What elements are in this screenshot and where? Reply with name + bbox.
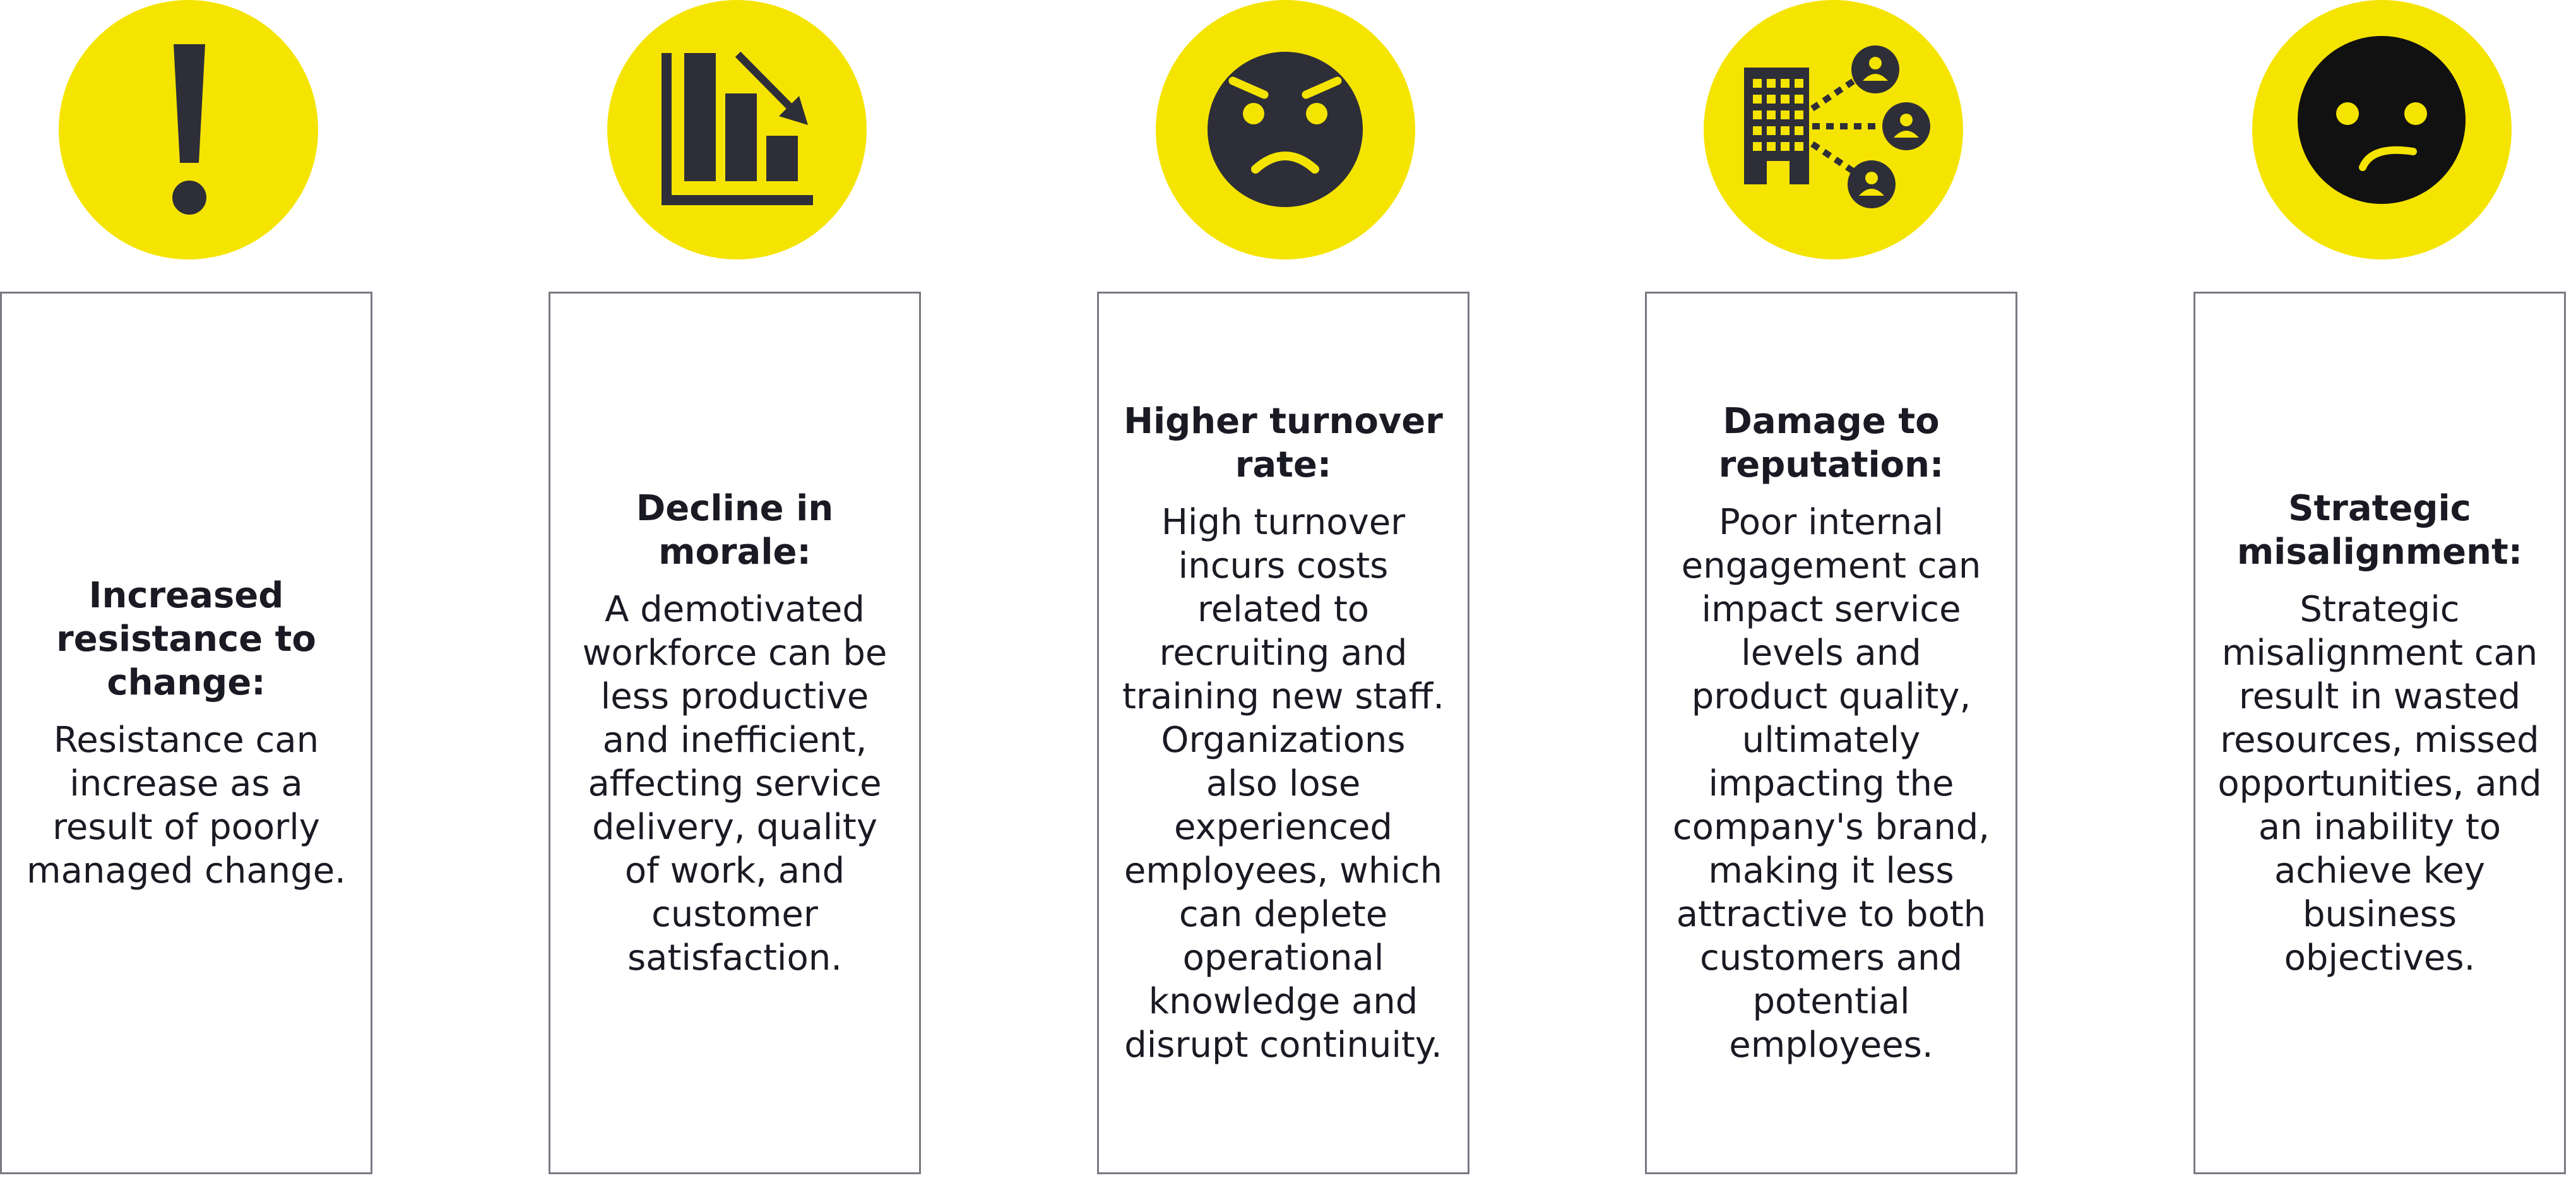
card-title: Higher turnover rate: [1120,400,1446,487]
column-misalignment: Strategic misalignment: Strategic misali… [2193,0,2570,1178]
card-title: Strategic misalignment: [2217,487,2543,574]
frowning-face-icon [1156,0,1415,259]
card-body: Resistance can increase as a result of p… [23,718,349,893]
card-reputation: Damage to reputation: Poor internal enga… [1645,292,2017,1174]
card-body: Poor internal engagement can impact serv… [1668,501,1994,1067]
confused-face-icon [2252,0,2512,259]
card-title: Increased resistance to change: [23,574,349,705]
card-morale: Decline in morale: A demotivated workfor… [549,292,921,1174]
card-title: Decline in morale: [572,487,898,574]
card-body: Strategic misalignment can result in was… [2217,588,2543,980]
card-title: Damage to reputation: [1668,400,1994,487]
declining-bar-chart-icon [607,0,867,259]
card-body: A demotivated workforce can be less prod… [572,588,898,980]
column-turnover: Higher turnover rate: High turnover incu… [1097,0,1473,1178]
building-network-icon [1704,0,1963,259]
column-morale: Decline in morale: A demotivated workfor… [549,0,925,1178]
exclamation-icon [59,0,318,259]
card-turnover: Higher turnover rate: High turnover incu… [1097,292,1469,1174]
column-resistance: Increased resistance to change: Resistan… [0,0,376,1178]
column-reputation: Damage to reputation: Poor internal enga… [1645,0,2021,1178]
card-misalignment: Strategic misalignment: Strategic misali… [2193,292,2566,1174]
card-resistance: Increased resistance to change: Resistan… [0,292,372,1174]
card-body: High turnover incurs costs related to re… [1120,501,1446,1067]
